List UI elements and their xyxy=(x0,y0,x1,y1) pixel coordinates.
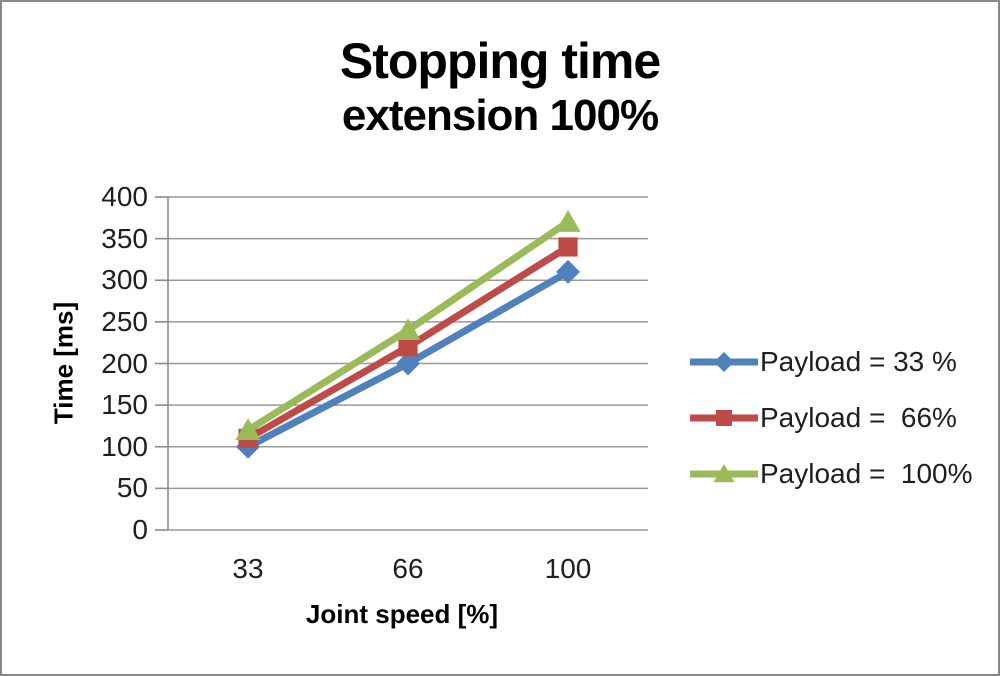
legend-entry: Payload = 66% xyxy=(690,390,973,446)
chart-title-line1: Stopping time xyxy=(339,33,661,89)
data-point-marker-square xyxy=(558,237,578,257)
legend-swatch-square-icon xyxy=(690,410,758,426)
legend-label: Payload = 100% xyxy=(760,458,973,489)
legend-label: Payload = 66% xyxy=(760,402,957,433)
legend-label: Payload = 33 % xyxy=(760,346,957,377)
legend-entry: Payload = 100% xyxy=(690,446,973,502)
data-point-marker-triangle xyxy=(395,318,421,341)
y-axis-title: Time [ms] xyxy=(48,301,79,425)
data-point-marker-diamond xyxy=(556,259,580,284)
data-point-marker-triangle xyxy=(713,464,735,483)
data-point-marker-triangle xyxy=(235,418,261,440)
data-point-marker-diamond xyxy=(396,351,420,376)
legend-swatch-triangle-icon xyxy=(690,464,758,483)
data-point-marker-square xyxy=(398,337,418,357)
legend: Payload = 33 % Payload = 66% Payload = 100… xyxy=(690,334,973,502)
data-point-marker-square xyxy=(716,410,732,426)
legend-swatch-diamond-icon xyxy=(690,352,758,372)
chart-title-line2: extension 100% xyxy=(341,91,659,140)
data-point-marker-diamond xyxy=(714,352,734,372)
x-axis-title: Joint speed [%] xyxy=(305,599,499,629)
data-point-marker-triangle xyxy=(555,209,581,232)
legend-entry: Payload = 33 % xyxy=(690,334,973,390)
chart-title: Stopping time extension 100% xyxy=(2,32,998,142)
